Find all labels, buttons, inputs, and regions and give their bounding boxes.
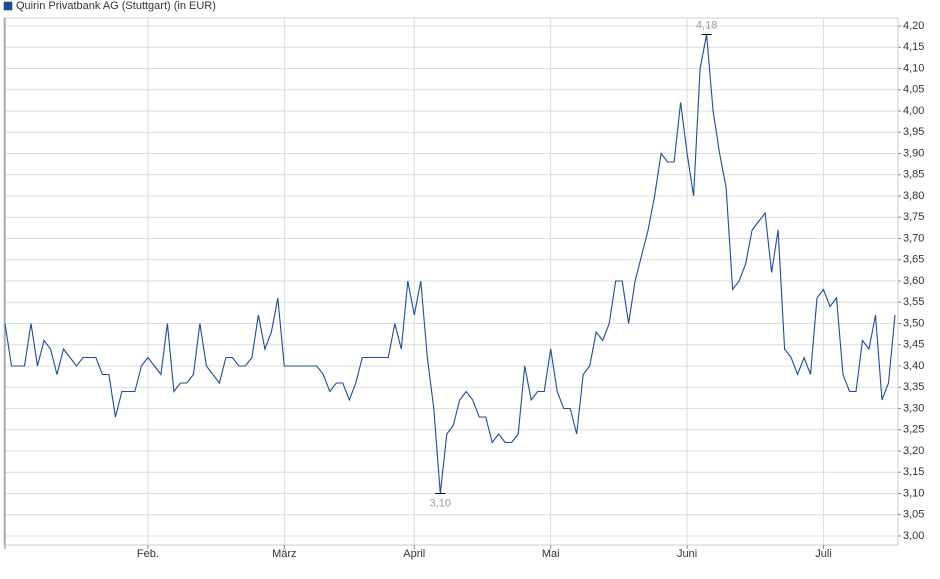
x-tick-label: Feb. [137, 548, 159, 560]
y-tick-label: 3,10 [903, 487, 924, 499]
y-tick-label: 3,35 [903, 381, 924, 393]
extreme-label: 4,18 [696, 19, 717, 31]
y-tick-label: 3,30 [903, 402, 924, 414]
y-tick-label: 3,95 [903, 126, 924, 138]
y-tick-label: 3,70 [903, 232, 924, 244]
legend-label: Quirin Privatbank AG (Stuttgart) (in EUR… [16, 0, 216, 12]
y-tick-label: 3,55 [903, 296, 924, 308]
y-tick-label: 3,85 [903, 169, 924, 181]
y-tick-label: 4,00 [903, 105, 924, 117]
extreme-label: 3,10 [430, 497, 451, 509]
x-tick-label: Mai [542, 548, 560, 560]
y-tick-label: 3,20 [903, 445, 924, 457]
legend-swatch [3, 1, 13, 11]
y-tick-label: 4,05 [903, 84, 924, 96]
x-tick-label: April [403, 548, 425, 560]
y-tick-label: 3,15 [903, 466, 924, 478]
y-tick-label: 3,40 [903, 360, 924, 372]
y-tick-label: 3,75 [903, 211, 924, 223]
y-tick-label: 3,80 [903, 190, 924, 202]
y-tick-label: 3,50 [903, 317, 924, 329]
x-tick-label: Juni [677, 548, 697, 560]
y-tick-label: 3,00 [903, 530, 924, 542]
y-tick-label: 4,20 [903, 20, 924, 32]
y-tick-label: 3,65 [903, 254, 924, 266]
y-tick-label: 3,45 [903, 339, 924, 351]
x-tick-label: Juli [815, 548, 832, 560]
y-tick-label: 4,10 [903, 62, 924, 74]
price-line [4, 34, 896, 494]
y-tick-label: 3,25 [903, 424, 924, 436]
y-tick-label: 3,60 [903, 275, 924, 287]
x-tick-label: März [272, 548, 296, 560]
y-tick-label: 4,15 [903, 41, 924, 53]
y-tick-label: 3,90 [903, 147, 924, 159]
y-tick-label: 3,05 [903, 509, 924, 521]
